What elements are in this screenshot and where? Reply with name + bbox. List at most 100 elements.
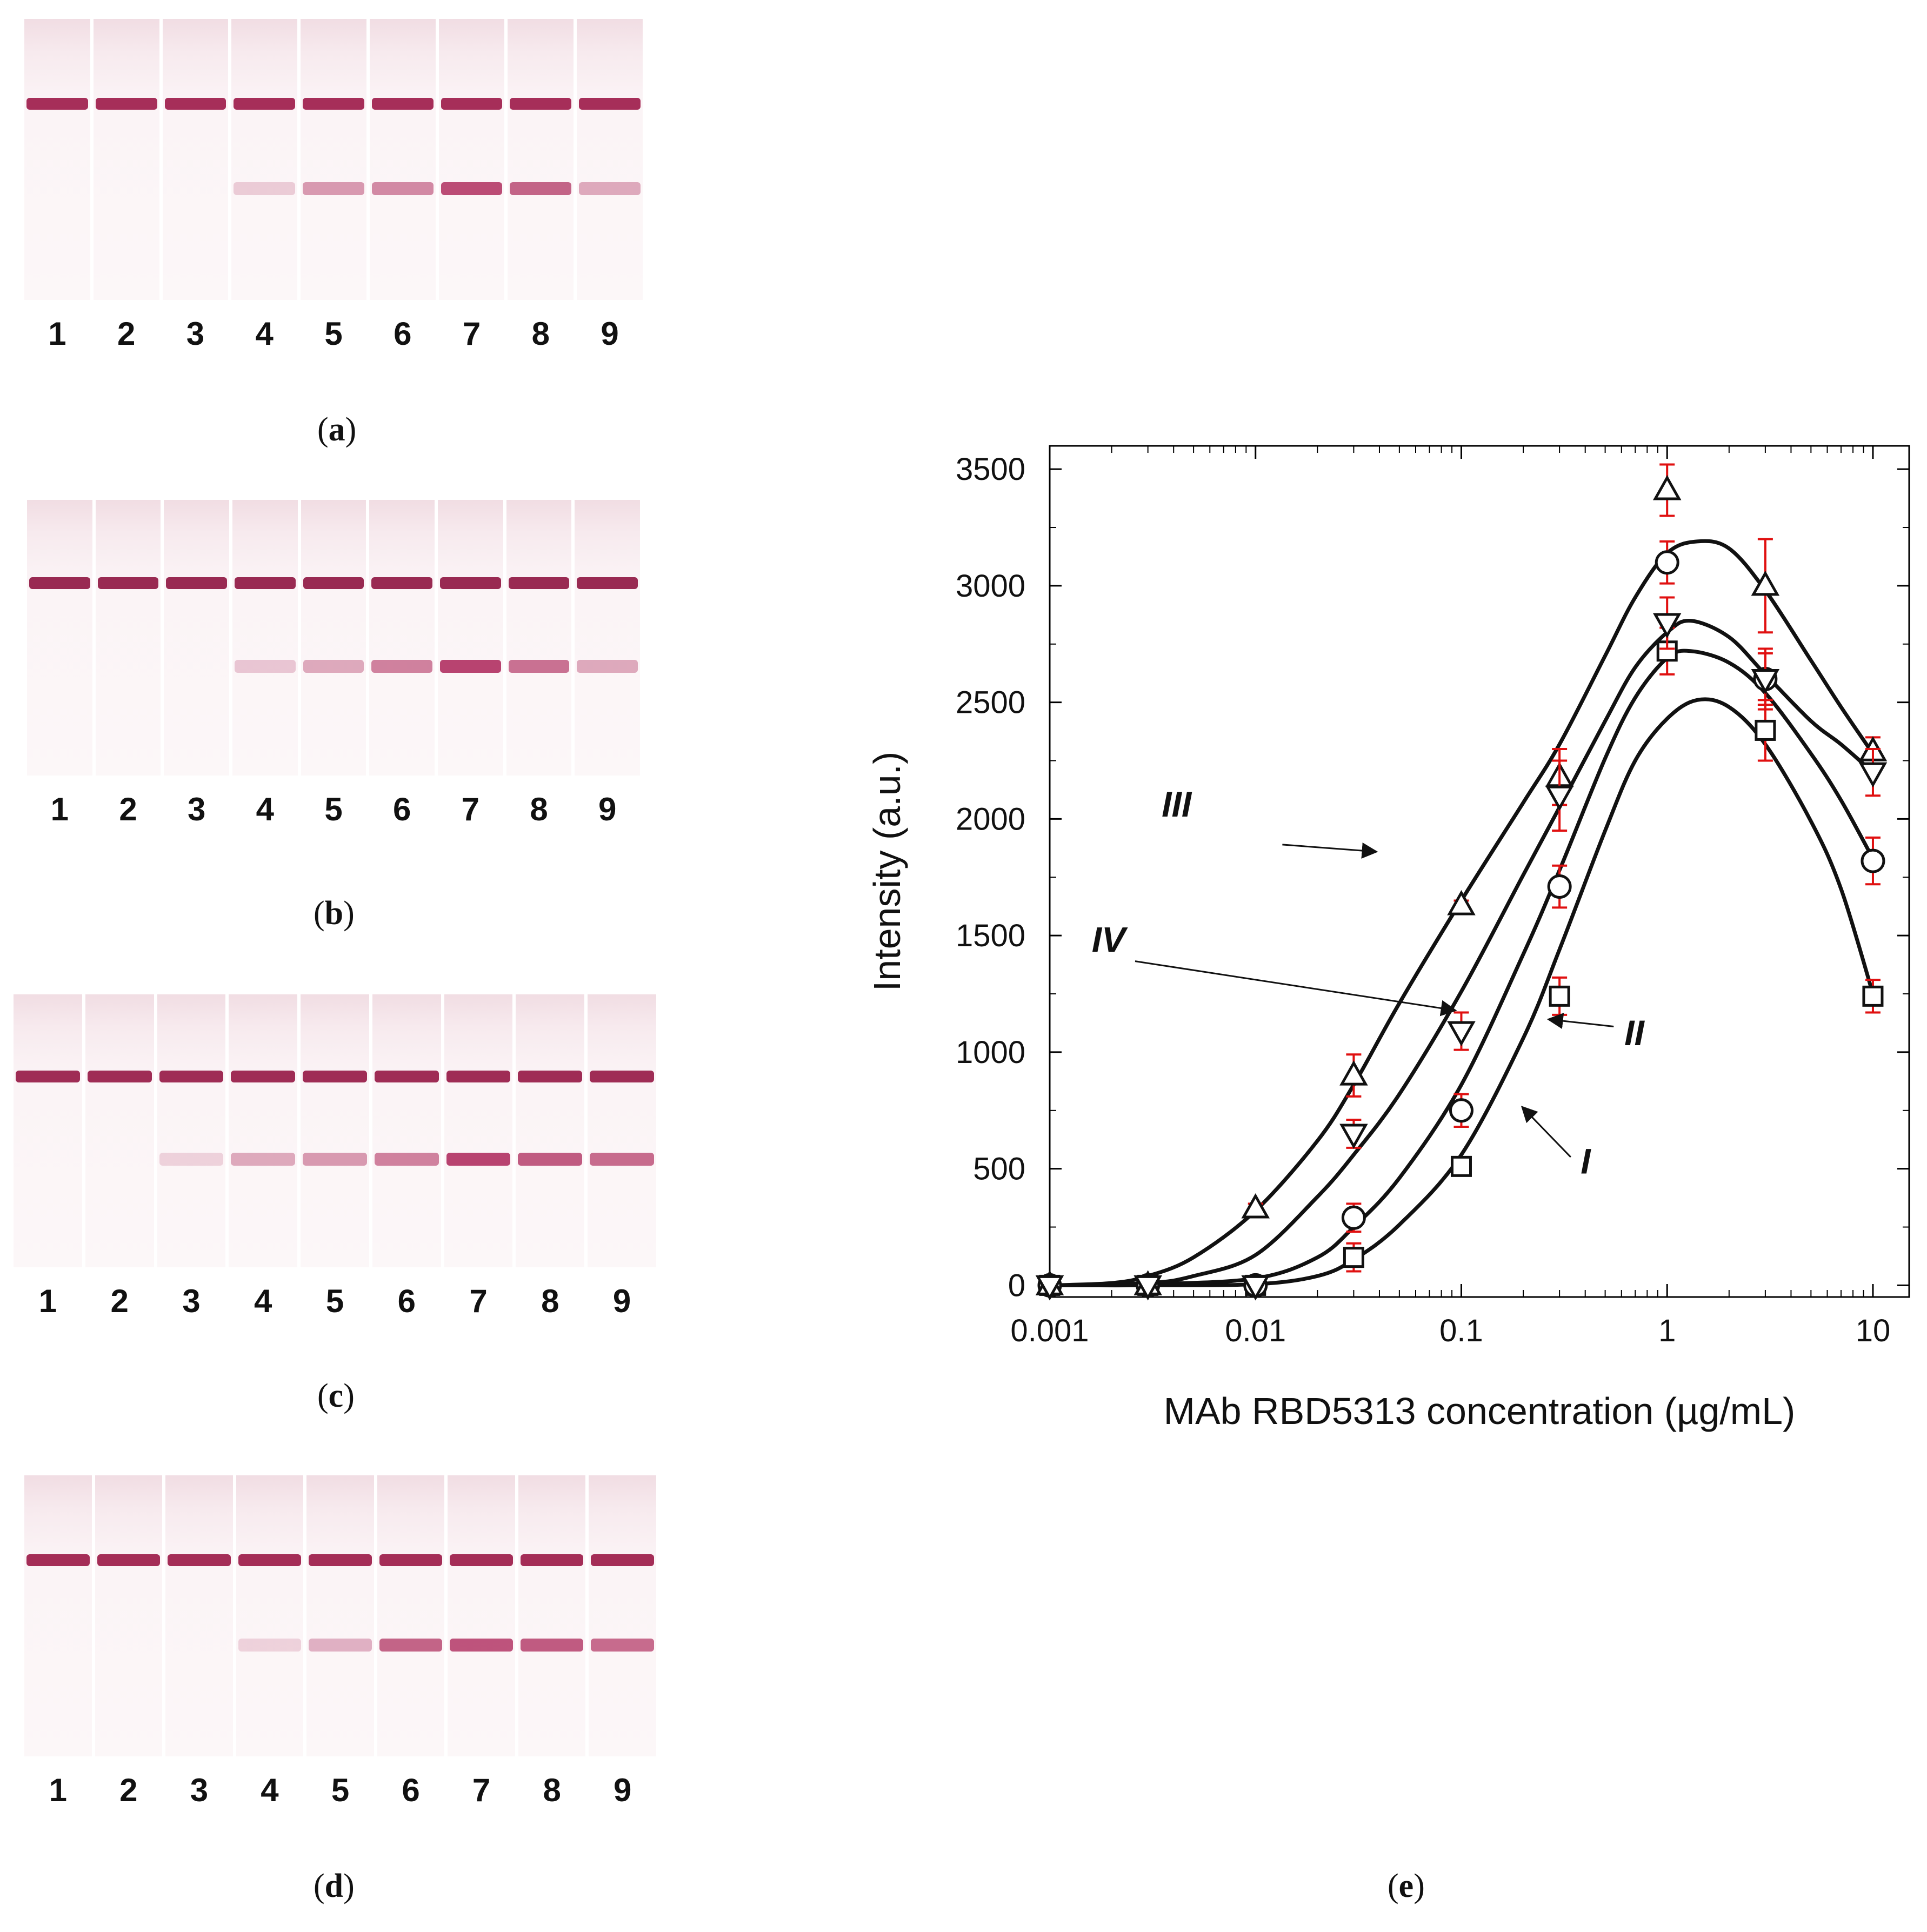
test-strip [589,1475,656,1756]
control-line [26,98,88,110]
curve-arrow-II [1546,1013,1614,1029]
data-point-I [1755,719,1776,741]
control-line [159,1071,224,1082]
control-line [231,1071,296,1082]
test-strip [164,500,229,776]
caption-e: (e) [1388,1868,1425,1904]
control-line [234,98,296,110]
test-strip [157,994,226,1267]
lane-number: 7 [469,1283,488,1319]
test-strip [438,19,505,300]
lane-number: 1 [50,791,69,827]
strip-separator [161,500,164,776]
lane-number: 2 [119,791,137,827]
curve-label-I: I [1581,1141,1591,1181]
y-tick-label: 1000 [956,1035,1025,1070]
test-strip [588,994,656,1267]
control-line [29,577,90,589]
control-line [309,1554,372,1566]
test-strip [162,19,229,300]
test-strip [369,19,436,300]
strip-separator [90,19,94,300]
control-line [371,577,432,589]
data-point-III [1447,890,1476,915]
control-line [446,1071,511,1082]
x-axis-label: MAb RBD5313 concentration (µg/mL) [1164,1390,1796,1432]
lane-number: 5 [331,1772,350,1808]
strip-separator [228,19,232,300]
data-point-IV [1545,785,1574,811]
control-line [450,1554,513,1566]
test-line [446,1153,511,1166]
test-strip [306,1475,374,1756]
strip-separator [585,1475,589,1756]
test-strip [369,500,435,776]
y-tick-label: 3500 [956,452,1025,487]
y-tick-label: 500 [973,1152,1025,1187]
strip-separator [297,19,301,300]
test-strip [14,994,82,1267]
lane-number: 7 [461,791,480,827]
data-point-II [1861,848,1885,873]
intensity-chart: 0 500 1000 1500 2000 2500 3000 3500 0.001 0.01 0.1… [866,445,1910,1432]
control-line [510,98,572,110]
y-tick-label: 1500 [956,918,1025,953]
lane-number: 1 [49,1772,67,1808]
strip-panel-c: 1 2 3 4 5 6 7 8 9 [14,994,659,1329]
control-line [440,577,501,589]
test-line [510,182,572,195]
strip-separator [92,500,96,776]
strip-separator [504,19,508,300]
strip-photo [14,994,659,1267]
control-line [238,1554,302,1566]
test-line [579,182,641,195]
data-point-IV [1858,762,1888,788]
strip-separator [162,1475,166,1756]
test-line [238,1639,302,1652]
test-strip [93,19,159,300]
y-tick-label: 2500 [956,685,1025,720]
lane-number: 4 [254,1283,272,1319]
strip-separator [656,1475,659,1756]
fit-curve-II [1049,649,1875,1287]
test-strip [444,994,513,1267]
control-line [374,1071,439,1082]
test-line [591,1639,654,1652]
data-point-II [1547,874,1572,899]
x-tick-label: 0.01 [1225,1313,1286,1348]
lane-number: 6 [392,791,411,827]
lane-number: 3 [187,791,206,827]
control-line [520,1554,584,1566]
data-point-IV [1652,613,1682,639]
test-line [577,660,638,673]
data-point-IV [1133,1275,1162,1301]
test-strip [508,19,574,300]
plot-frame [1049,445,1910,1298]
strip-panel-a: 1 2 3 4 5 6 7 8 9 [24,19,646,370]
lane-number: 7 [472,1772,491,1808]
control-line [97,577,159,589]
strip-separator [584,994,588,1267]
strip-separator [435,19,439,300]
test-line [234,182,296,195]
test-line [518,1153,583,1166]
test-strip [577,19,643,300]
test-line [303,182,364,195]
control-line [379,1554,443,1566]
control-line [168,1554,231,1566]
data-point-II [1655,550,1679,575]
x-tick-label: 0.001 [1010,1313,1089,1348]
strip-separator [297,500,301,776]
curve-label-IV: IV [1092,919,1128,959]
lane-number: 5 [324,791,343,827]
data-point-I [1549,985,1570,1007]
data-point-II [1341,1205,1366,1230]
control-line [577,577,638,589]
lane-number: 4 [261,1772,279,1808]
strip-separator [297,994,301,1267]
strip-panel-d: 1 2 3 4 5 6 7 8 9 [24,1475,659,1810]
lane-number: 8 [531,316,550,352]
x-tick-label: 10 [1856,1313,1891,1348]
test-line [303,1153,367,1166]
strip-separator [656,994,659,1267]
